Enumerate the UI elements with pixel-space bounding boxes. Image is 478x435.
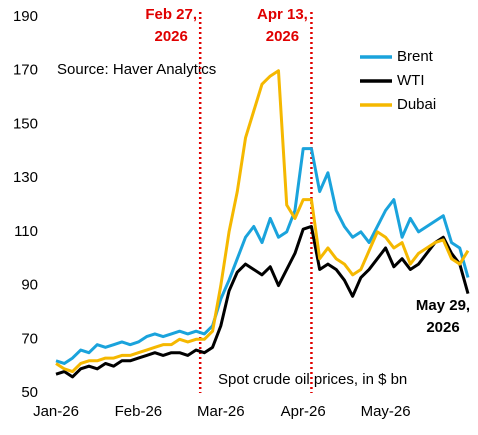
end-label: May 29, [416, 297, 470, 314]
source: Source: Haver Analytics [57, 61, 216, 78]
legend-label: WTI [397, 72, 425, 89]
event-label: 2026 [155, 28, 188, 45]
y-tick-label: 90 [21, 277, 38, 294]
event-label: Feb 27, [145, 6, 197, 23]
x-tick-label: May-26 [361, 403, 411, 420]
y-tick-label: 110 [14, 223, 38, 240]
x-tick-label: Jan-26 [33, 403, 79, 420]
event-label: 2026 [266, 28, 299, 45]
x-tick-label: Mar-26 [197, 403, 245, 420]
series-line [55, 69, 470, 374]
event-label: Apr 13, [257, 6, 308, 23]
x-tick-label: Feb-26 [115, 403, 163, 420]
legend-label: Dubai [397, 96, 436, 113]
note: Spot crude oil prices, in $ bn [218, 371, 407, 388]
end-label: 2026 [426, 319, 459, 336]
y-tick-label: 170 [13, 62, 38, 79]
legend-label: Brent [397, 48, 434, 65]
series-line [55, 224, 470, 379]
x-tick-label: Apr-26 [281, 403, 326, 420]
y-tick-label: 150 [13, 115, 38, 132]
y-tick-label: 50 [21, 384, 38, 401]
series-line [55, 147, 470, 365]
y-tick-label: 130 [13, 169, 38, 186]
y-tick-label: 70 [21, 330, 38, 347]
y-tick-label: 190 [13, 8, 38, 25]
